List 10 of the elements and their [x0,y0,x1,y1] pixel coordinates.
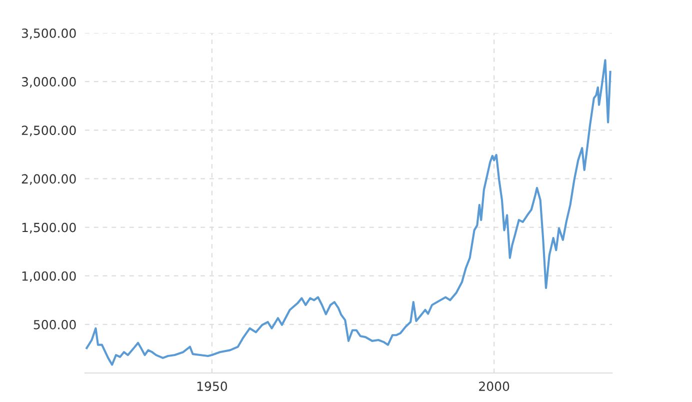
y-tick-label: 2,000.00 [22,174,76,185]
y-tick-label: 3,000.00 [22,77,76,88]
y-tick-label: 3,500.00 [22,28,76,40]
y-tick-label: 1,000.00 [22,271,76,282]
y-tick-label: 1,500.00 [22,222,76,234]
y-tick-label: 2,500.00 [22,126,76,136]
line-series [86,59,612,366]
y-tick-label: 500.00 [34,320,76,330]
x-tick-label: 2000 [479,382,510,392]
x-tick-label: 1950 [197,382,228,392]
